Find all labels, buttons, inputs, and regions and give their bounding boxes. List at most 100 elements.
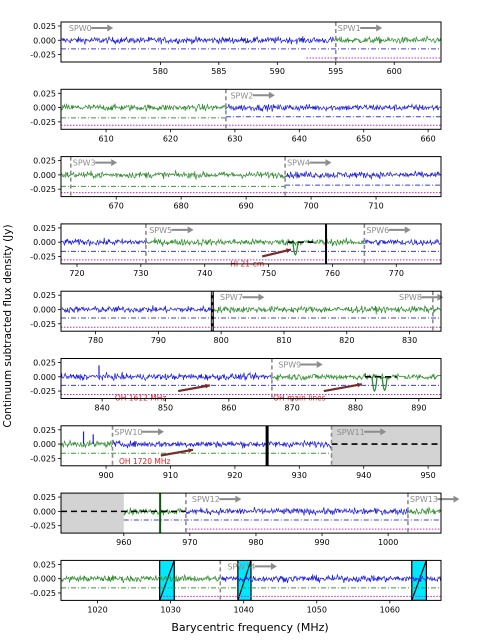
panel-frame [60, 358, 442, 399]
spectrum-segment [145, 237, 365, 247]
panel-plot-area [61, 560, 441, 601]
x-tick-label: 790 [151, 336, 166, 345]
panel-frame [60, 492, 442, 534]
x-tick-label: 860 [221, 404, 236, 413]
spw-arrowhead [111, 159, 118, 167]
panel-plot-area [61, 22, 441, 62]
panel-6: SPW10 SPW11 OH 1720 MHz 0.025 0.000 -0.025 900… [30, 425, 442, 480]
spw-arrowhead [380, 428, 387, 436]
panel-plot-area [61, 291, 441, 332]
spectrum-segment [61, 304, 213, 314]
spectrum-segment [220, 573, 441, 584]
annotation-arrowhead [286, 248, 291, 253]
x-tick-label: 670 [109, 202, 124, 211]
y-tick-label: -0.025 [30, 387, 56, 396]
x-tick-label: 1050 [307, 605, 327, 614]
x-tick-label: 690 [238, 202, 253, 211]
x-tick-label: 900 [98, 471, 113, 480]
spw-label: SPW13 [410, 495, 438, 504]
x-tick-label: 1000 [378, 538, 398, 547]
x-tick-label: 890 [411, 404, 426, 413]
panel-frame [60, 425, 442, 467]
y-tick-label: 0.000 [33, 305, 56, 314]
spw-label: SPW9 [278, 361, 301, 370]
x-tick-label: 1020 [87, 605, 107, 614]
x-tick-label: 610 [98, 134, 113, 143]
y-tick-label: 0.000 [33, 238, 56, 247]
spw-label: SPW0 [69, 24, 92, 33]
panel-5: SPW9 OH 1612 MHz OH main lines 0.025 0.000 -0… [30, 358, 442, 413]
spw-arrowhead [107, 24, 114, 32]
spw-arrowhead [325, 159, 332, 167]
x-tick-label: 930 [292, 471, 307, 480]
x-tick-label: 1060 [380, 605, 400, 614]
x-tick-label: 980 [248, 538, 263, 547]
x-tick-label: 910 [163, 471, 178, 480]
x-tick-label: 760 [325, 269, 340, 278]
spw-label: SPW5 [149, 226, 172, 235]
spw-arrowhead [376, 24, 383, 32]
shaded-region [61, 493, 124, 534]
y-tick-label: 0.025 [33, 560, 56, 569]
x-tick-label: 590 [270, 67, 285, 76]
x-tick-label: 950 [420, 471, 435, 480]
y-tick-label: -0.025 [30, 522, 56, 531]
y-tick-label: 0.025 [33, 157, 56, 166]
x-axis-label: Barycentric frequency (MHz) [171, 621, 328, 634]
panel-8: SPW14 0.025 0.000 -0.025 1020 1030 1040 1050 106… [30, 559, 442, 614]
absorption-feature [381, 376, 388, 392]
annotation-label: OH 1612 MHz [115, 393, 167, 402]
spw-arrowhead [453, 495, 460, 503]
annotation-label: OH main lines [273, 393, 326, 402]
shaded-region [331, 425, 441, 466]
y-tick-label: 0.000 [33, 507, 56, 516]
x-tick-label: 970 [182, 538, 197, 547]
x-tick-label: 940 [356, 471, 371, 480]
x-tick-label: 700 [303, 202, 318, 211]
spw-label: SPW12 [192, 495, 220, 504]
x-tick-label: 870 [285, 404, 300, 413]
spectrum-segment [225, 103, 441, 112]
spectrum-segment [61, 170, 286, 181]
x-tick-label: 580 [153, 67, 168, 76]
absorption-feature [371, 376, 378, 392]
x-tick-label: 770 [389, 269, 404, 278]
y-tick-label: 0.000 [33, 104, 56, 113]
y-tick-label: -0.025 [30, 118, 56, 127]
panel-frame [60, 290, 442, 332]
spectrum-segment [61, 35, 336, 45]
spw-label: SPW10 [115, 428, 143, 437]
y-tick-label: -0.025 [30, 454, 56, 463]
annotation-label: OH 1720 MHz [119, 457, 171, 466]
panel-plot-area [61, 358, 441, 399]
y-tick-label: -0.025 [30, 252, 56, 261]
spw-label: SPW2 [230, 91, 253, 100]
spectrum-segment [185, 506, 409, 517]
spectrum-segment [364, 238, 441, 246]
y-tick-label: 0.025 [33, 89, 56, 98]
annotation-arrow [160, 448, 194, 457]
spectrum-segment [61, 573, 221, 584]
spectrum-segment [284, 170, 441, 180]
panel-4: SPW7 SPW8 0.025 0.000 -0.025 780 790 800 810 820 8… [30, 290, 444, 345]
x-tick-label: 585 [211, 67, 226, 76]
annotation-arrowhead [357, 382, 362, 388]
spw-label: SPW3 [73, 159, 96, 168]
x-tick-label: 880 [348, 404, 363, 413]
x-tick-label: 750 [261, 269, 276, 278]
spw-arrowhead [268, 91, 275, 99]
spw-arrowhead [316, 361, 323, 368]
y-tick-label: 0.025 [33, 224, 56, 233]
y-tick-label: 0.025 [33, 22, 56, 31]
y-tick-label: 0.000 [33, 575, 56, 584]
x-tick-label: 1030 [160, 605, 180, 614]
x-tick-label: 920 [227, 471, 242, 480]
x-tick-label: 600 [387, 67, 402, 76]
spw-arrowhead [187, 226, 194, 234]
x-tick-label: 800 [214, 336, 229, 345]
x-tick-label: 780 [88, 336, 103, 345]
panel-frame [60, 156, 442, 198]
x-tick-label: 830 [402, 336, 417, 345]
panel-frame [60, 88, 442, 130]
spectrum-segment [407, 506, 441, 516]
